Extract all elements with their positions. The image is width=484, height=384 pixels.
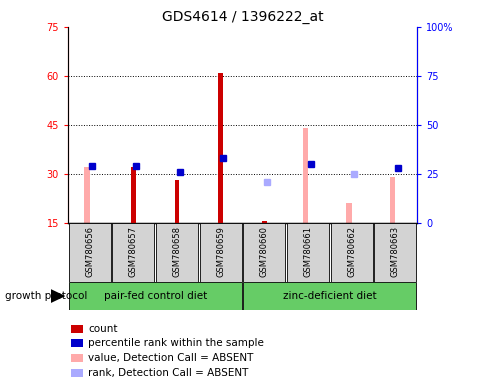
Text: rank, Detection Call = ABSENT: rank, Detection Call = ABSENT (88, 368, 248, 378)
Bar (174, 180, 179, 223)
Bar (243, 282, 415, 310)
Bar (131, 167, 136, 223)
Bar (71, 339, 83, 348)
Bar (156, 223, 197, 282)
Text: GSM780663: GSM780663 (390, 226, 399, 277)
Bar (199, 223, 241, 282)
Bar (243, 223, 285, 282)
Bar (71, 325, 83, 333)
Polygon shape (51, 289, 65, 303)
Title: GDS4614 / 1396222_at: GDS4614 / 1396222_at (161, 10, 323, 25)
Bar (218, 73, 223, 223)
Bar (287, 223, 328, 282)
Text: GSM780658: GSM780658 (172, 226, 181, 277)
Bar (374, 223, 415, 282)
Text: GSM780657: GSM780657 (129, 226, 137, 277)
Bar (389, 177, 394, 223)
Bar (302, 128, 307, 223)
Text: GSM780656: GSM780656 (85, 226, 94, 277)
Text: GSM780662: GSM780662 (347, 226, 355, 277)
Text: GSM780659: GSM780659 (216, 226, 225, 276)
Text: percentile rank within the sample: percentile rank within the sample (88, 338, 263, 348)
Text: zinc-deficient diet: zinc-deficient diet (282, 291, 376, 301)
Bar (112, 223, 154, 282)
Text: count: count (88, 324, 118, 334)
Bar (71, 354, 83, 362)
Bar (71, 369, 83, 377)
Bar (69, 282, 241, 310)
Text: GSM780660: GSM780660 (259, 226, 268, 277)
Text: GSM780661: GSM780661 (303, 226, 312, 277)
Bar (330, 223, 372, 282)
Text: growth protocol: growth protocol (5, 291, 87, 301)
Bar (84, 167, 90, 223)
Text: value, Detection Call = ABSENT: value, Detection Call = ABSENT (88, 353, 253, 363)
Bar (261, 221, 266, 223)
Bar (346, 203, 351, 223)
Bar (69, 223, 110, 282)
Text: pair-fed control diet: pair-fed control diet (104, 291, 206, 301)
